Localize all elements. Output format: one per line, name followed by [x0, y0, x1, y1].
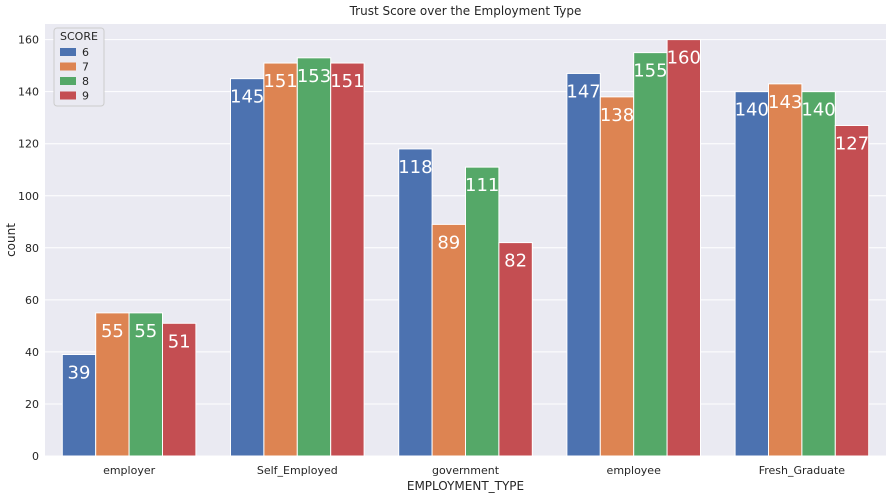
bar [263, 62, 298, 457]
x-tick-label: Self_Employed [257, 464, 338, 477]
bar [230, 78, 265, 457]
legend-title: SCORE [60, 30, 98, 43]
bar [330, 62, 365, 457]
x-axis-label: EMPLOYMENT_TYPE [407, 479, 524, 493]
bar [599, 96, 635, 457]
y-tick-label: 60 [25, 294, 39, 307]
bar [465, 166, 500, 457]
bar [498, 242, 533, 457]
y-tick-label: 0 [32, 450, 39, 463]
data-label: 55 [134, 321, 157, 342]
bar [768, 83, 803, 457]
x-axis-ticks: employer Self_Employed government employee F… [103, 464, 845, 477]
legend-label: 8 [82, 75, 89, 88]
chart-title: Trust Score over the Employment Type [349, 4, 582, 18]
data-label: 140 [801, 100, 835, 121]
data-label: 89 [437, 232, 460, 253]
y-tick-label: 40 [25, 346, 39, 359]
data-label: 127 [835, 133, 869, 154]
legend: SCORE 6 78 9 [53, 27, 105, 107]
y-tick-label: 20 [25, 398, 39, 411]
bar [128, 312, 164, 457]
data-label: 145 [230, 87, 264, 108]
bar [734, 91, 769, 457]
data-label: 151 [263, 71, 297, 92]
data-label: 153 [297, 66, 331, 87]
data-label: 147 [566, 81, 600, 102]
data-label: 82 [504, 251, 527, 272]
data-label: 39 [68, 363, 91, 384]
bar [801, 91, 836, 457]
bar [162, 322, 197, 457]
y-axis-ticks: 0 20 40 60 80 100 120 140 160 [18, 34, 39, 463]
data-label: 143 [768, 92, 802, 113]
legend-label: 9 [82, 90, 89, 103]
bar [633, 52, 668, 457]
bar [95, 312, 130, 457]
bar [61, 354, 97, 457]
y-tick-label: 80 [25, 242, 39, 255]
bar [431, 223, 467, 457]
data-label: 140 [735, 100, 769, 121]
data-label: 118 [398, 157, 432, 178]
bar [834, 124, 870, 457]
data-label: 151 [330, 71, 364, 92]
y-tick-label: 100 [18, 190, 39, 203]
legend-swatch [60, 62, 76, 71]
legend-label: 6 [82, 46, 89, 59]
bar [666, 39, 701, 457]
x-tick-label: employer [103, 464, 156, 477]
legend-swatch [60, 91, 76, 100]
data-label: 138 [600, 105, 634, 126]
bar [566, 72, 601, 457]
y-tick-label: 120 [18, 138, 39, 151]
data-label: 111 [465, 175, 499, 196]
y-axis-label: count [4, 223, 18, 257]
y-tick-label: 140 [18, 86, 39, 99]
data-label: 55 [101, 321, 124, 342]
x-tick-label: government [432, 464, 500, 477]
data-label: 160 [667, 48, 701, 69]
legend-swatch [60, 48, 76, 56]
x-tick-label: Fresh_Graduate [759, 464, 846, 477]
bar [296, 57, 332, 457]
data-label: 155 [633, 61, 667, 82]
legend-box [53, 27, 105, 107]
legend-label: 7 [82, 61, 89, 74]
legend-swatch [60, 77, 76, 85]
bars [61, 39, 870, 457]
y-tick-label: 160 [18, 34, 39, 47]
bar [398, 148, 433, 457]
x-tick-label: employee [607, 464, 662, 477]
data-label: 51 [168, 331, 191, 352]
